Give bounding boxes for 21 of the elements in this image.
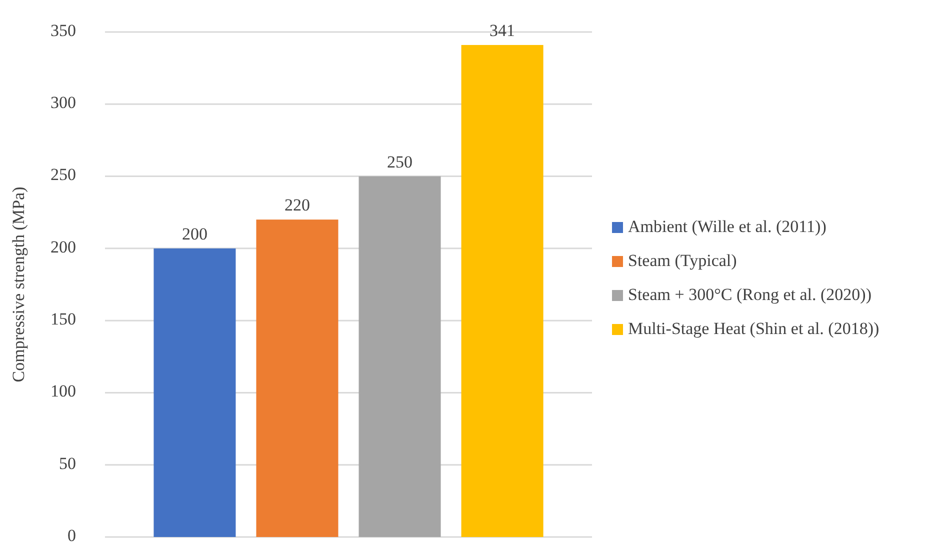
y-tick-label: 100 bbox=[50, 382, 76, 401]
y-tick-label: 0 bbox=[68, 526, 76, 542]
y-tick-label: 50 bbox=[59, 454, 76, 473]
legend-label: Steam (Typical) bbox=[628, 250, 737, 270]
y-tick-label: 300 bbox=[50, 93, 76, 112]
y-tick-label: 200 bbox=[50, 237, 76, 256]
data-label: 250 bbox=[387, 152, 413, 172]
legend-label: Ambient (Wille et al. (2011)) bbox=[628, 216, 826, 236]
data-label: 220 bbox=[284, 196, 310, 215]
y-tick-label: 150 bbox=[50, 309, 76, 328]
y-axis-title: Compressive strength (MPa) bbox=[9, 186, 28, 382]
bar bbox=[154, 248, 236, 537]
bar bbox=[256, 220, 338, 537]
legend-label: Multi-Stage Heat (Shin et al. (2018)) bbox=[628, 318, 880, 338]
data-label: 200 bbox=[182, 224, 208, 244]
legend-label: Steam + 300°C (Rong et al. (2020)) bbox=[628, 284, 872, 304]
y-tick-label: 350 bbox=[50, 20, 76, 40]
data-label: 341 bbox=[490, 20, 516, 40]
y-tick-label: 250 bbox=[50, 165, 76, 184]
bar bbox=[461, 44, 544, 537]
bar bbox=[358, 176, 441, 537]
